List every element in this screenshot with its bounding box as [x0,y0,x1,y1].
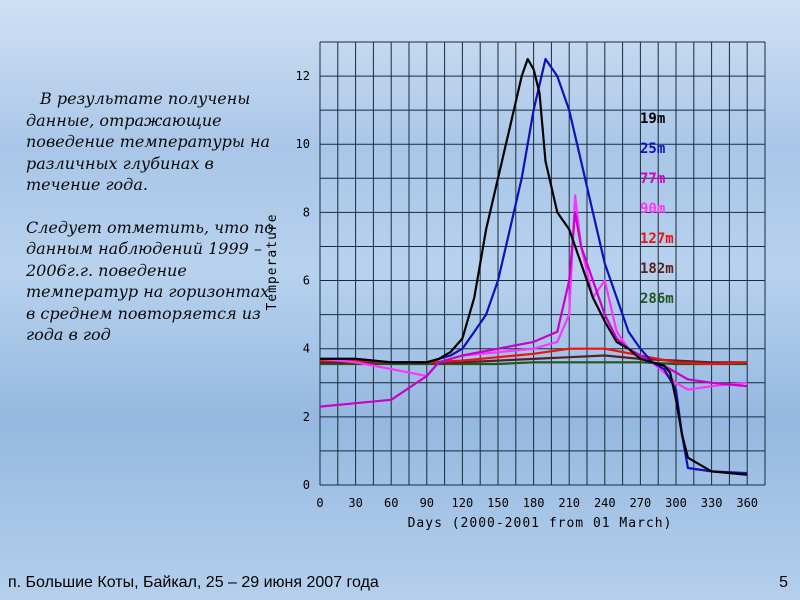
x-tick-label: 120 [452,496,474,510]
y-tick-label: 2 [303,410,310,424]
series-line-19m [320,57,748,476]
paragraph-2: Следует отметить, что по данным наблюден… [26,217,274,345]
y-tick-label: 4 [303,342,310,356]
y-tick-label: 10 [296,137,310,151]
series-line-25m [320,57,748,475]
x-tick-label: 90 [420,496,434,510]
y-tick-label: 12 [296,69,310,83]
body-text: В результате получены данные, отражающие… [26,88,276,346]
x-tick-label: 300 [665,496,687,510]
y-axis-label: Temperature [265,213,280,310]
footer-caption: п. Большие Коты, Байкал, 25 – 29 июня 20… [8,574,379,591]
paragraph-1: В результате получены данные, отражающие… [26,89,271,194]
x-axis-label: Days (2000-2001 from 01 March) [408,516,673,531]
x-tick-label: 330 [701,496,723,510]
legend-entry-286m: 286m [640,291,674,307]
x-tick-label: 210 [558,496,580,510]
y-tick-label: 6 [303,274,310,288]
series-line-286m [320,361,748,366]
legend-entry-77m: 77m [640,171,665,187]
y-tick-label: 8 [303,205,310,219]
legend-entry-90m: 90m [640,201,665,217]
legend-entry-127m: 127m [640,231,674,247]
x-tick-label: 30 [348,496,362,510]
x-tick-label: 180 [523,496,545,510]
legend-entry-182m: 182m [640,261,674,277]
y-tick-label: 0 [303,478,310,492]
x-tick-label: 240 [594,496,616,510]
legend-entry-25m: 25m [640,141,665,157]
x-tick-label: 270 [630,496,652,510]
legend-entry-19m: 19m [640,111,665,127]
x-tick-label: 0 [316,496,323,510]
page-number: 5 [779,574,788,591]
x-tick-label: 150 [487,496,509,510]
x-tick-label: 360 [736,496,758,510]
x-tick-label: 60 [384,496,398,510]
